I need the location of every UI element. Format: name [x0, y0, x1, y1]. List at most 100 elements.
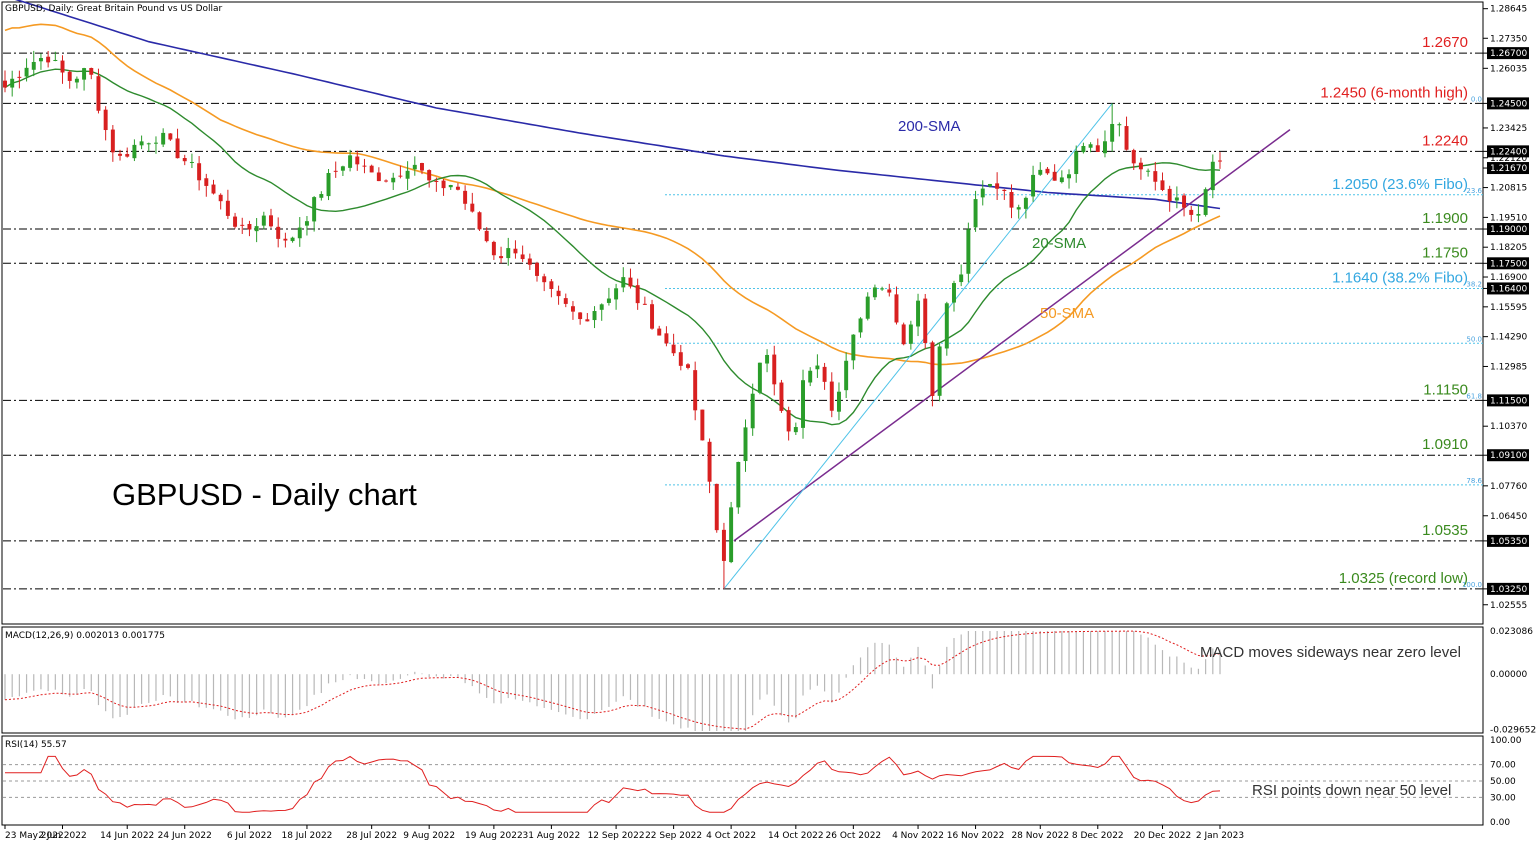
y-tick-label-26: 1.02555 [1490, 601, 1527, 611]
level-tag-1: 1.24500 [1490, 99, 1527, 109]
x-tick-label-11: 22 Sep 2022 [645, 831, 702, 841]
candle-body [786, 410, 791, 432]
candle-96 [693, 361, 698, 421]
rsi-panel-frame [1, 735, 1484, 826]
candle-142 [1023, 196, 1028, 219]
candle-body [355, 156, 360, 165]
level-label-9: 1.0910 [1422, 436, 1468, 453]
candle-body [247, 224, 252, 230]
y-tick-label-3: 1.26035 [1490, 64, 1527, 74]
candle-116 [836, 382, 841, 421]
fib-tag-7: 50.0 [1466, 335, 1482, 343]
candle-body [1031, 174, 1036, 197]
candle-body [614, 288, 619, 300]
candle-100 [721, 522, 726, 589]
candle-body [297, 227, 302, 239]
candle-body [1067, 174, 1072, 179]
candle-68 [491, 240, 496, 260]
candle-21 [153, 136, 158, 154]
candle-98 [707, 438, 712, 494]
candle-167 [1203, 187, 1208, 217]
level-tag-box-0 [1487, 47, 1529, 60]
candle-75 [542, 273, 547, 292]
candle-44 [319, 191, 324, 201]
candle-body [38, 58, 43, 62]
candle-body [743, 427, 748, 462]
candle-body [110, 129, 115, 153]
candle-111 [801, 369, 805, 439]
candle-137 [987, 183, 992, 188]
macd-y-tick-2: -0.029652 [1490, 725, 1536, 735]
candle-88 [635, 278, 640, 310]
candle-84 [606, 287, 611, 306]
candle-body [894, 294, 899, 323]
candle-131 [944, 301, 949, 356]
candle-body [441, 180, 446, 189]
candle-29 [211, 179, 216, 195]
candle-body [563, 298, 568, 304]
candle-body [125, 154, 130, 157]
candle-70 [506, 237, 511, 266]
candle-6 [46, 50, 51, 68]
y-tick-label-16: 1.15595 [1490, 303, 1527, 313]
candle-73 [527, 253, 532, 270]
candle-body [189, 161, 194, 163]
candle-102 [736, 461, 741, 514]
candle-body [1146, 170, 1151, 172]
x-tick-label-18: 8 Dec 2022 [1072, 831, 1124, 841]
candle-body [1081, 145, 1086, 153]
candle-body [628, 277, 633, 287]
candle-body [1131, 150, 1136, 164]
candle-108 [779, 379, 784, 413]
candle-4 [31, 50, 36, 77]
candle-body [455, 186, 460, 190]
level-label-2: 1.2240 [1422, 132, 1468, 149]
candle-145 [1045, 166, 1050, 175]
candle-40 [290, 236, 295, 243]
level-label-6: 1.1640 (38.2% Fibo) [1332, 269, 1468, 286]
candle-body [499, 256, 504, 259]
rsi-y-tick-2: 50.00 [1490, 777, 1516, 787]
candle-body [535, 263, 539, 276]
level-tag-box-9 [1487, 449, 1529, 462]
level-tag-2: 1.22400 [1490, 147, 1527, 157]
candle-117 [844, 352, 849, 399]
candle-33 [240, 217, 245, 234]
level-label-1: 1.2450 (6-month high) [1320, 84, 1468, 101]
candle-83 [599, 303, 604, 321]
candle-77 [556, 285, 561, 305]
candle-86 [621, 267, 626, 293]
candle-body [836, 391, 841, 412]
candle-body [858, 318, 863, 333]
candle-165 [1189, 205, 1194, 222]
candle-150 [1081, 142, 1086, 154]
candle-body [815, 365, 820, 370]
x-tick-label-19: 20 Dec 2022 [1134, 831, 1192, 841]
candle-body [829, 381, 834, 411]
level-tag-5: 1.17500 [1490, 259, 1527, 269]
macd-title: MACD(12,26,9) 0.002013 0.001775 [5, 631, 165, 641]
level-tag-box-1 [1487, 97, 1529, 110]
candle-95 [686, 363, 690, 370]
fib-tag-1: 0.0 [1471, 95, 1482, 103]
candle-body [772, 354, 777, 385]
candle-body [103, 109, 108, 131]
candle-2 [17, 70, 22, 89]
candle-15 [110, 125, 115, 162]
candle-123 [887, 283, 892, 297]
candle-body [427, 170, 432, 181]
candle-body [362, 165, 367, 167]
level-label-0: 1.2670 [1422, 34, 1468, 51]
candle-35 [254, 218, 259, 243]
candle-25 [182, 154, 187, 166]
candle-body [923, 298, 928, 343]
rsi-y-tick-0: 100.00 [1490, 736, 1522, 746]
candle-body [844, 360, 849, 391]
candle-79 [570, 301, 575, 320]
candle-body [973, 199, 978, 228]
candle-81 [585, 313, 590, 322]
candle-5 [38, 53, 43, 70]
candle-body [139, 141, 144, 146]
candle-39 [283, 232, 288, 248]
